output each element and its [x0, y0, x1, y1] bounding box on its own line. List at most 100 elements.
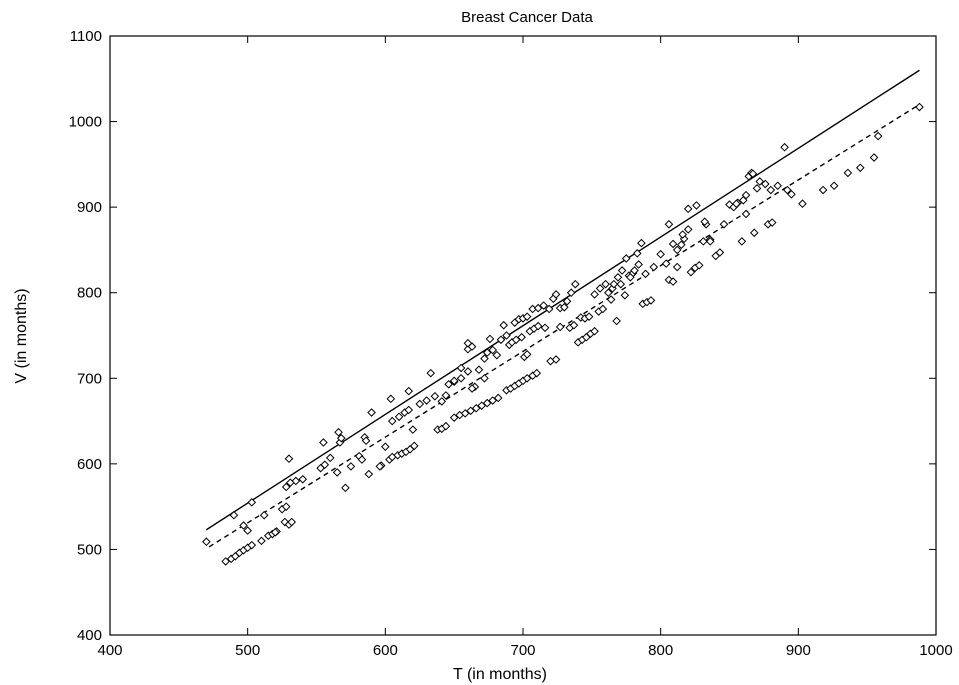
data-point	[598, 304, 608, 314]
data-point	[367, 408, 376, 417]
data-point	[437, 397, 447, 406]
data-point	[460, 409, 470, 418]
data-point	[517, 332, 526, 342]
y-tick-label: 900	[77, 199, 102, 216]
data-point	[467, 384, 477, 393]
data-point	[649, 262, 659, 272]
data-point	[540, 323, 550, 333]
data-point	[325, 453, 335, 463]
data-point	[612, 316, 621, 326]
data-point	[915, 102, 924, 112]
data-point	[590, 326, 599, 336]
data-point	[692, 201, 701, 210]
data-point	[634, 260, 643, 269]
data-point	[488, 396, 498, 405]
data-point	[482, 348, 492, 357]
x-tick-label: 1000	[919, 642, 952, 659]
data-point	[749, 228, 759, 238]
y-tick-label: 500	[77, 541, 102, 558]
data-point	[741, 209, 751, 219]
fit-line-dashed	[208, 103, 920, 548]
data-point	[502, 331, 511, 340]
data-point	[661, 259, 671, 268]
data-point	[287, 517, 297, 527]
data-point	[873, 131, 883, 141]
data-point	[361, 436, 371, 446]
data-point	[444, 379, 453, 389]
data-point	[604, 288, 613, 298]
data-point	[463, 367, 473, 376]
data-point	[493, 393, 503, 403]
data-point	[741, 190, 751, 200]
data-point	[259, 510, 269, 520]
data-point	[409, 441, 419, 451]
data-point	[394, 412, 404, 422]
data-point	[783, 185, 792, 195]
x-tick-label: 700	[510, 642, 535, 659]
data-point	[787, 190, 796, 199]
data-point	[664, 219, 674, 229]
data-point	[678, 230, 688, 239]
data-point	[332, 468, 342, 477]
data-point	[466, 406, 475, 416]
data-point	[555, 322, 565, 332]
data-point	[668, 239, 678, 249]
data-point	[270, 528, 280, 537]
data-point	[480, 373, 489, 383]
data-point	[705, 237, 715, 246]
data-point	[257, 536, 266, 546]
data-point	[492, 350, 502, 360]
data-point	[281, 502, 291, 511]
data-point	[539, 301, 548, 310]
data-point	[522, 373, 532, 383]
x-tick-label: 500	[235, 642, 260, 659]
x-axis: 400 500 600 700 800 900 1000	[97, 36, 953, 659]
data-point	[715, 248, 725, 257]
data-point	[767, 218, 777, 227]
data-point	[621, 254, 631, 263]
y-tick-label: 1000	[69, 114, 102, 131]
data-point	[683, 225, 693, 234]
data-point	[522, 312, 532, 321]
data-point	[843, 168, 853, 178]
data-point	[641, 269, 650, 279]
fit-lines	[205, 69, 920, 548]
data-point	[334, 427, 343, 437]
y-axis-label: V (in months)	[13, 288, 30, 383]
data-point	[748, 169, 758, 179]
data-point	[485, 334, 495, 344]
data-points	[202, 102, 924, 566]
data-point	[606, 295, 616, 304]
y-axis: 400 500 600 700 800 900 1000 1100	[69, 28, 936, 644]
data-point	[522, 350, 532, 359]
y-tick-label: 700	[77, 370, 102, 387]
data-point	[613, 273, 623, 282]
data-point	[229, 510, 239, 520]
data-point	[247, 498, 257, 507]
data-point	[375, 462, 385, 471]
data-point	[298, 474, 308, 484]
data-point	[869, 153, 879, 162]
data-point	[664, 275, 674, 285]
data-point	[694, 261, 704, 270]
data-point	[630, 266, 639, 275]
y-tick-label: 1100	[70, 28, 102, 45]
data-point	[422, 396, 431, 405]
data-point	[319, 438, 328, 447]
data-point	[566, 288, 576, 298]
data-point	[766, 185, 776, 195]
data-point	[456, 373, 466, 383]
data-point	[544, 304, 554, 314]
data-point	[499, 320, 509, 330]
data-point	[320, 460, 330, 470]
data-point	[408, 425, 418, 434]
fit-line-solid	[205, 69, 920, 531]
data-point	[601, 279, 610, 289]
data-point	[584, 312, 594, 321]
data-point	[829, 181, 839, 191]
data-point	[559, 302, 569, 312]
data-point	[677, 240, 686, 250]
data-point	[474, 365, 484, 375]
data-point	[609, 279, 619, 289]
data-point	[341, 483, 350, 493]
